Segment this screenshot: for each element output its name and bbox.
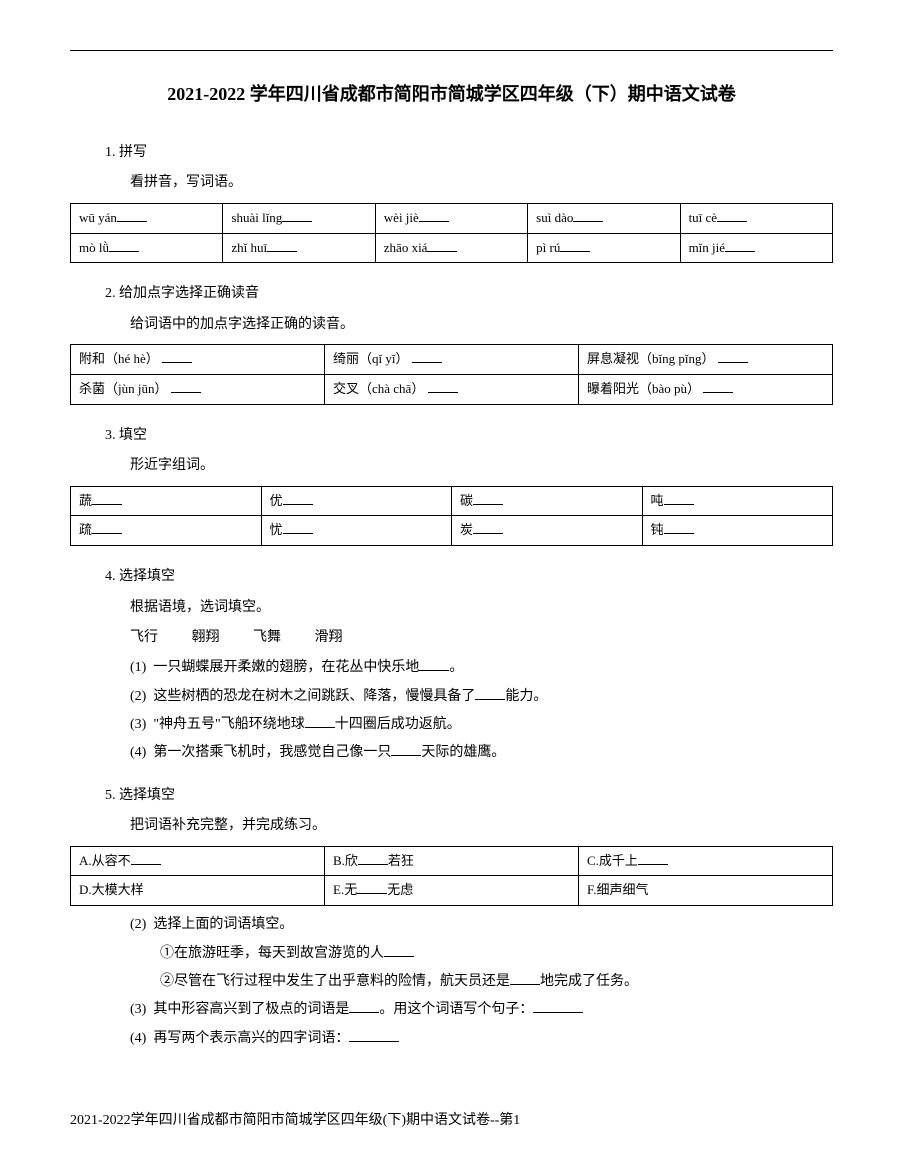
cell: mò lǜ [71,233,223,263]
q4-item-3: (3) "神舟五号"飞船环绕地球十四圈后成功返航。 [130,714,833,736]
cell: 忧 [261,516,452,546]
q5-sub-2-1: ①在旅游旺季，每天到故宫游览的人 [160,943,833,965]
q5-sub-2-2: ②尽管在飞行过程中发生了出乎意料的险情，航天员还是地完成了任务。 [160,971,833,993]
q3-desc: 形近字组词。 [130,455,833,477]
cell: mǐn jié [680,233,832,263]
q5-desc: 把词语补充完整，并完成练习。 [130,815,833,837]
q4-item-4: (4) 第一次搭乘飞机时，我感觉自己像一只天际的雄鹰。 [130,742,833,764]
cell: A.从容不 [71,846,325,876]
cell: zhāo xiá [375,233,527,263]
cell: tuī cè [680,203,832,233]
question-1: 1. 拼写 看拼音，写词语。 wū yán shuài lǐng wèi jiè… [70,142,833,263]
cell: 蔬 [71,486,262,516]
q4-item-1: (1) 一只蝴蝶展开柔嫩的翅膀，在花丛中快乐地。 [130,657,833,679]
cell: 屏息凝视（bǐng pǐng） [579,345,833,375]
cell: shuài lǐng [223,203,375,233]
q5-sub-3: (3) 其中形容高兴到了极点的词语是。用这个词语写个句子： [130,999,833,1021]
q5-number: 5. 选择填空 [105,785,833,807]
q2-desc: 给词语中的加点字选择正确的读音。 [130,314,833,336]
q3-table: 蔬 优 碳 吨 疏 忧 炭 钝 [70,486,833,547]
q4-desc: 根据语境，选词填空。 [130,597,833,619]
cell: 曝着阳光（bào pù） [579,374,833,404]
word-option: 翱翔 [192,630,220,645]
cell: 杀菌（jùn jūn） [71,374,325,404]
q4-words: 飞行 翱翔 飞舞 滑翔 [130,627,833,649]
q4-number: 4. 选择填空 [105,566,833,588]
q2-number: 2. 给加点字选择正确读音 [105,283,833,305]
cell: 吨 [642,486,833,516]
q5-sub-2: (2) 选择上面的词语填空。 [130,914,833,936]
q1-number: 1. 拼写 [105,142,833,164]
question-3: 3. 填空 形近字组词。 蔬 优 碳 吨 疏 忧 炭 钝 [70,425,833,546]
q5-table: A.从容不 B.欣若狂 C.成千上 D.大模大样 E.无无虑 F.细声细气 [70,846,833,907]
table-row: A.从容不 B.欣若狂 C.成千上 [71,846,833,876]
table-row: 杀菌（jùn jūn） 交叉（chà chā） 曝着阳光（bào pù） [71,374,833,404]
cell: pì rú [528,233,680,263]
cell: 交叉（chà chā） [325,374,579,404]
cell: E.无无虑 [325,876,579,906]
cell: 碳 [452,486,643,516]
cell: zhǐ huī [223,233,375,263]
cell: 钝 [642,516,833,546]
top-divider [70,50,833,51]
table-row: D.大模大样 E.无无虑 F.细声细气 [71,876,833,906]
cell: 附和（hé hè） [71,345,325,375]
cell: wèi jiè [375,203,527,233]
question-2: 2. 给加点字选择正确读音 给词语中的加点字选择正确的读音。 附和（hé hè）… [70,283,833,404]
table-row: 附和（hé hè） 绮丽（qǐ yǐ） 屏息凝视（bǐng pǐng） [71,345,833,375]
question-4: 4. 选择填空 根据语境，选词填空。 飞行 翱翔 飞舞 滑翔 (1) 一只蝴蝶展… [70,566,833,765]
cell: 绮丽（qǐ yǐ） [325,345,579,375]
question-5: 5. 选择填空 把词语补充完整，并完成练习。 A.从容不 B.欣若狂 C.成千上… [70,785,833,1050]
q5-sub-4: (4) 再写两个表示高兴的四字词语： [130,1028,833,1050]
word-option: 飞舞 [253,630,281,645]
cell: B.欣若狂 [325,846,579,876]
table-row: 疏 忧 炭 钝 [71,516,833,546]
cell: wū yán [71,203,223,233]
table-row: 蔬 优 碳 吨 [71,486,833,516]
q2-table: 附和（hé hè） 绮丽（qǐ yǐ） 屏息凝视（bǐng pǐng） 杀菌（j… [70,344,833,405]
q3-number: 3. 填空 [105,425,833,447]
word-option: 飞行 [130,630,158,645]
q1-desc: 看拼音，写词语。 [130,172,833,194]
cell: suì dào [528,203,680,233]
page-footer: 2021-2022学年四川省成都市简阳市简城学区四年级(下)期中语文试卷--第1 [70,1110,833,1132]
q1-table: wū yán shuài lǐng wèi jiè suì dào tuī cè… [70,203,833,264]
exam-title: 2021-2022 学年四川省成都市简阳市简城学区四年级（下）期中语文试卷 [70,76,833,112]
word-option: 滑翔 [315,630,343,645]
cell: 疏 [71,516,262,546]
cell: C.成千上 [579,846,833,876]
table-row: mò lǜ zhǐ huī zhāo xiá pì rú mǐn jié [71,233,833,263]
cell: 优 [261,486,452,516]
cell: 炭 [452,516,643,546]
cell: D.大模大样 [71,876,325,906]
q4-item-2: (2) 这些树栖的恐龙在树木之间跳跃、降落，慢慢具备了能力。 [130,686,833,708]
table-row: wū yán shuài lǐng wèi jiè suì dào tuī cè [71,203,833,233]
cell: F.细声细气 [579,876,833,906]
